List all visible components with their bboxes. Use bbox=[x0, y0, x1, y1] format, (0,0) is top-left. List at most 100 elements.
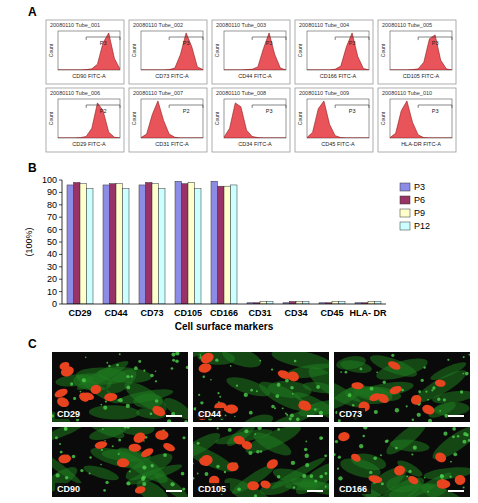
nucleus bbox=[55, 395, 70, 408]
histogram-title: 20080110 Tube_001 bbox=[50, 22, 100, 28]
stain-dot bbox=[383, 381, 386, 384]
stain-dot bbox=[100, 404, 102, 406]
stain-dot bbox=[334, 453, 336, 456]
histogram-frame bbox=[212, 20, 290, 84]
stain-dot bbox=[319, 436, 323, 440]
stain-dot bbox=[141, 477, 145, 481]
x-axis-title: HLA-DR FITC-A bbox=[401, 141, 441, 147]
stain-dot bbox=[103, 489, 106, 492]
histogram-frame bbox=[46, 20, 124, 84]
histogram-area bbox=[307, 33, 369, 70]
nucleus bbox=[151, 404, 167, 418]
marks bbox=[58, 103, 120, 138]
stain-dot bbox=[305, 463, 309, 467]
nucleus bbox=[53, 387, 69, 399]
category-label: CD31 bbox=[248, 308, 271, 318]
bar bbox=[67, 185, 74, 304]
bar bbox=[139, 185, 146, 304]
plot-frame bbox=[307, 31, 369, 70]
marks bbox=[390, 101, 452, 138]
stain-dot bbox=[234, 416, 236, 418]
nucleus bbox=[134, 485, 146, 495]
stain-dot bbox=[376, 371, 378, 373]
stain-dot bbox=[172, 359, 175, 362]
stain-dot bbox=[118, 453, 120, 455]
scale-bar bbox=[448, 490, 464, 492]
stain-dot bbox=[421, 379, 424, 382]
stain-dot bbox=[391, 354, 394, 357]
bar-chart: 0102030405060708090100CD29CD44CD73CD105C… bbox=[24, 175, 430, 332]
nucleus bbox=[351, 382, 363, 390]
y-axis-title: Count bbox=[48, 43, 54, 57]
micrograph: CD73 bbox=[309, 351, 475, 423]
nucleus bbox=[337, 431, 350, 442]
stain-dot bbox=[230, 365, 232, 367]
panel-label: B bbox=[28, 161, 37, 175]
stain-dot bbox=[163, 453, 167, 457]
stain-dot bbox=[52, 414, 54, 417]
stain-dot bbox=[427, 399, 429, 401]
micrograph: CD105 bbox=[175, 420, 345, 503]
stain-dot bbox=[254, 433, 256, 435]
nucleus bbox=[162, 441, 176, 452]
histogram-area bbox=[390, 101, 452, 138]
stain-dot bbox=[225, 415, 227, 417]
stain-dot bbox=[236, 385, 238, 387]
marks bbox=[224, 33, 286, 70]
micrograph-image bbox=[193, 427, 329, 497]
y-axis-title: Count bbox=[214, 111, 220, 125]
x-axis bbox=[62, 304, 386, 305]
histogram-area bbox=[224, 33, 286, 70]
stain-dot bbox=[443, 398, 446, 401]
stain-dot bbox=[117, 399, 119, 401]
stain-dot bbox=[89, 456, 91, 458]
x-axis-title: CD105 FITC-A bbox=[403, 73, 440, 79]
stain-dot bbox=[428, 419, 432, 422]
stain-dot bbox=[150, 374, 154, 378]
gate-label: P2 bbox=[100, 108, 107, 114]
stain-dot bbox=[131, 375, 134, 378]
stain-dot bbox=[338, 456, 341, 459]
cell-body bbox=[428, 427, 470, 465]
nucleus bbox=[407, 474, 420, 486]
marks bbox=[307, 101, 369, 138]
stain-dot bbox=[460, 390, 463, 393]
micrograph-image bbox=[334, 427, 470, 497]
stain-dot bbox=[314, 480, 317, 483]
stain-dot bbox=[381, 482, 384, 485]
stain-dot bbox=[418, 404, 420, 406]
stain-dot bbox=[468, 439, 470, 442]
tick-mark bbox=[59, 242, 62, 243]
category-label: CD34 bbox=[284, 308, 307, 318]
stain-dot bbox=[171, 367, 174, 370]
stain-dot bbox=[198, 394, 200, 396]
nucleus bbox=[421, 403, 436, 416]
y-axis-title: Count bbox=[380, 43, 386, 57]
y-axis-title: (100%) bbox=[24, 227, 34, 256]
label-patch bbox=[337, 408, 365, 419]
stain-dot bbox=[127, 386, 131, 390]
stain-dot bbox=[452, 427, 456, 431]
stain-dot bbox=[143, 370, 145, 372]
stain-dot bbox=[418, 390, 421, 393]
plot-frame bbox=[307, 99, 369, 138]
stain-dot bbox=[249, 411, 253, 415]
plot-frame bbox=[390, 99, 452, 138]
stain-dot bbox=[463, 373, 465, 375]
micrograph-image bbox=[193, 352, 329, 422]
stain-dot bbox=[408, 470, 411, 473]
histogram-area bbox=[58, 103, 120, 138]
stain-dot bbox=[274, 407, 276, 409]
gate-label: P3 bbox=[349, 108, 356, 114]
micrograph-image bbox=[334, 352, 470, 422]
stain-dot bbox=[155, 370, 157, 372]
stain-dot bbox=[193, 477, 194, 480]
tick-label: 100 bbox=[42, 175, 57, 185]
gate-label: P3 bbox=[349, 40, 356, 46]
stain-dot bbox=[237, 487, 241, 491]
stain-dot bbox=[359, 444, 363, 448]
cell-body bbox=[82, 462, 120, 483]
stain-dot bbox=[310, 474, 314, 478]
stain-dot bbox=[186, 366, 188, 369]
stain-dot bbox=[324, 472, 327, 475]
